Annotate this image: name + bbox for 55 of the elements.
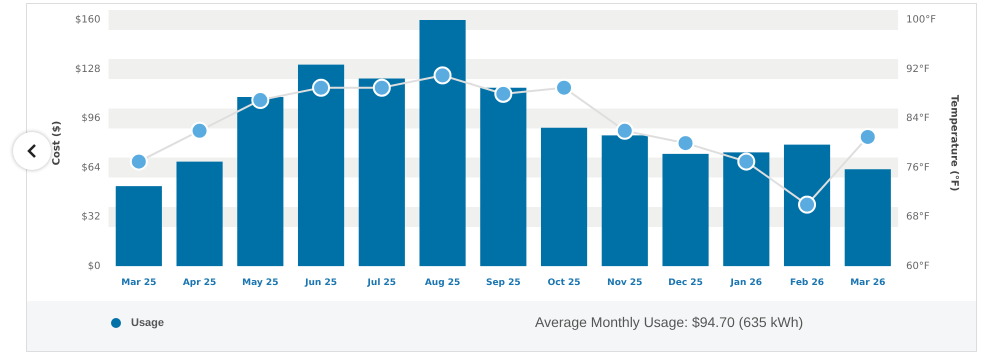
- x-tick-label: Mar 25: [121, 278, 156, 288]
- x-tick-label: Jan 26: [730, 278, 762, 288]
- bar: [298, 64, 344, 266]
- bar: [419, 20, 466, 266]
- point: [312, 78, 330, 97]
- y2-tick-label: 84°F: [906, 113, 930, 124]
- x-tick-label: Apr 25: [182, 278, 216, 288]
- y2-tick-label: 100°F: [906, 14, 936, 26]
- bar: [844, 169, 891, 266]
- point: [251, 91, 270, 110]
- point: [798, 196, 816, 214]
- y-tick-label: $96: [81, 113, 100, 124]
- y2-tick-label: 68°F: [906, 212, 930, 223]
- bar: [784, 144, 830, 266]
- y-tick-label: $128: [74, 64, 100, 75]
- x-tick-label: Oct 25: [548, 278, 581, 288]
- legend-label: Usage: [131, 317, 164, 329]
- bar: [116, 186, 162, 266]
- text: Average Monthly Usage: $94.70 (635 kWh): [535, 314, 804, 330]
- y2-tick-label: 76°F: [906, 162, 930, 174]
- y2-tick-label: 92°F: [906, 64, 930, 75]
- point: [130, 152, 148, 171]
- y-tick-label: $160: [74, 14, 100, 26]
- point: [555, 78, 574, 97]
- bar: [602, 135, 648, 266]
- point: [737, 152, 756, 171]
- y-tick-label: $64: [81, 162, 100, 174]
- x-tick-label: Jun 25: [304, 278, 337, 288]
- y-axis-title: Cost ($): [52, 120, 63, 166]
- point: [372, 78, 391, 97]
- point: [434, 66, 452, 84]
- x-tick-label: Jul 25: [366, 278, 396, 288]
- bar: [540, 128, 588, 266]
- point: [676, 134, 695, 152]
- y-tick-label: $32: [81, 212, 100, 223]
- bar: [237, 96, 284, 266]
- x-tick-label: May 25: [242, 278, 278, 288]
- x-tick-label: Feb 26: [790, 278, 824, 288]
- x-tick-label: Sep 25: [486, 278, 521, 288]
- y2-axis-title: Temperature (°F): [948, 94, 960, 192]
- point: [616, 122, 634, 140]
- bar: [662, 154, 709, 266]
- point: [494, 84, 512, 103]
- bar: [480, 88, 526, 266]
- x-tick-label: Nov 25: [607, 278, 642, 288]
- point: [190, 122, 209, 140]
- bar: [358, 78, 405, 266]
- bar: [176, 162, 223, 266]
- y-tick-label: $0: [88, 260, 100, 272]
- bar: [723, 152, 770, 266]
- x-tick-label: Mar 26: [850, 278, 886, 288]
- y2-tick-label: 60°F: [906, 260, 930, 272]
- x-tick-label: Dec 25: [668, 278, 703, 288]
- point: [858, 128, 877, 146]
- x-tick-label: Aug 25: [424, 278, 460, 288]
